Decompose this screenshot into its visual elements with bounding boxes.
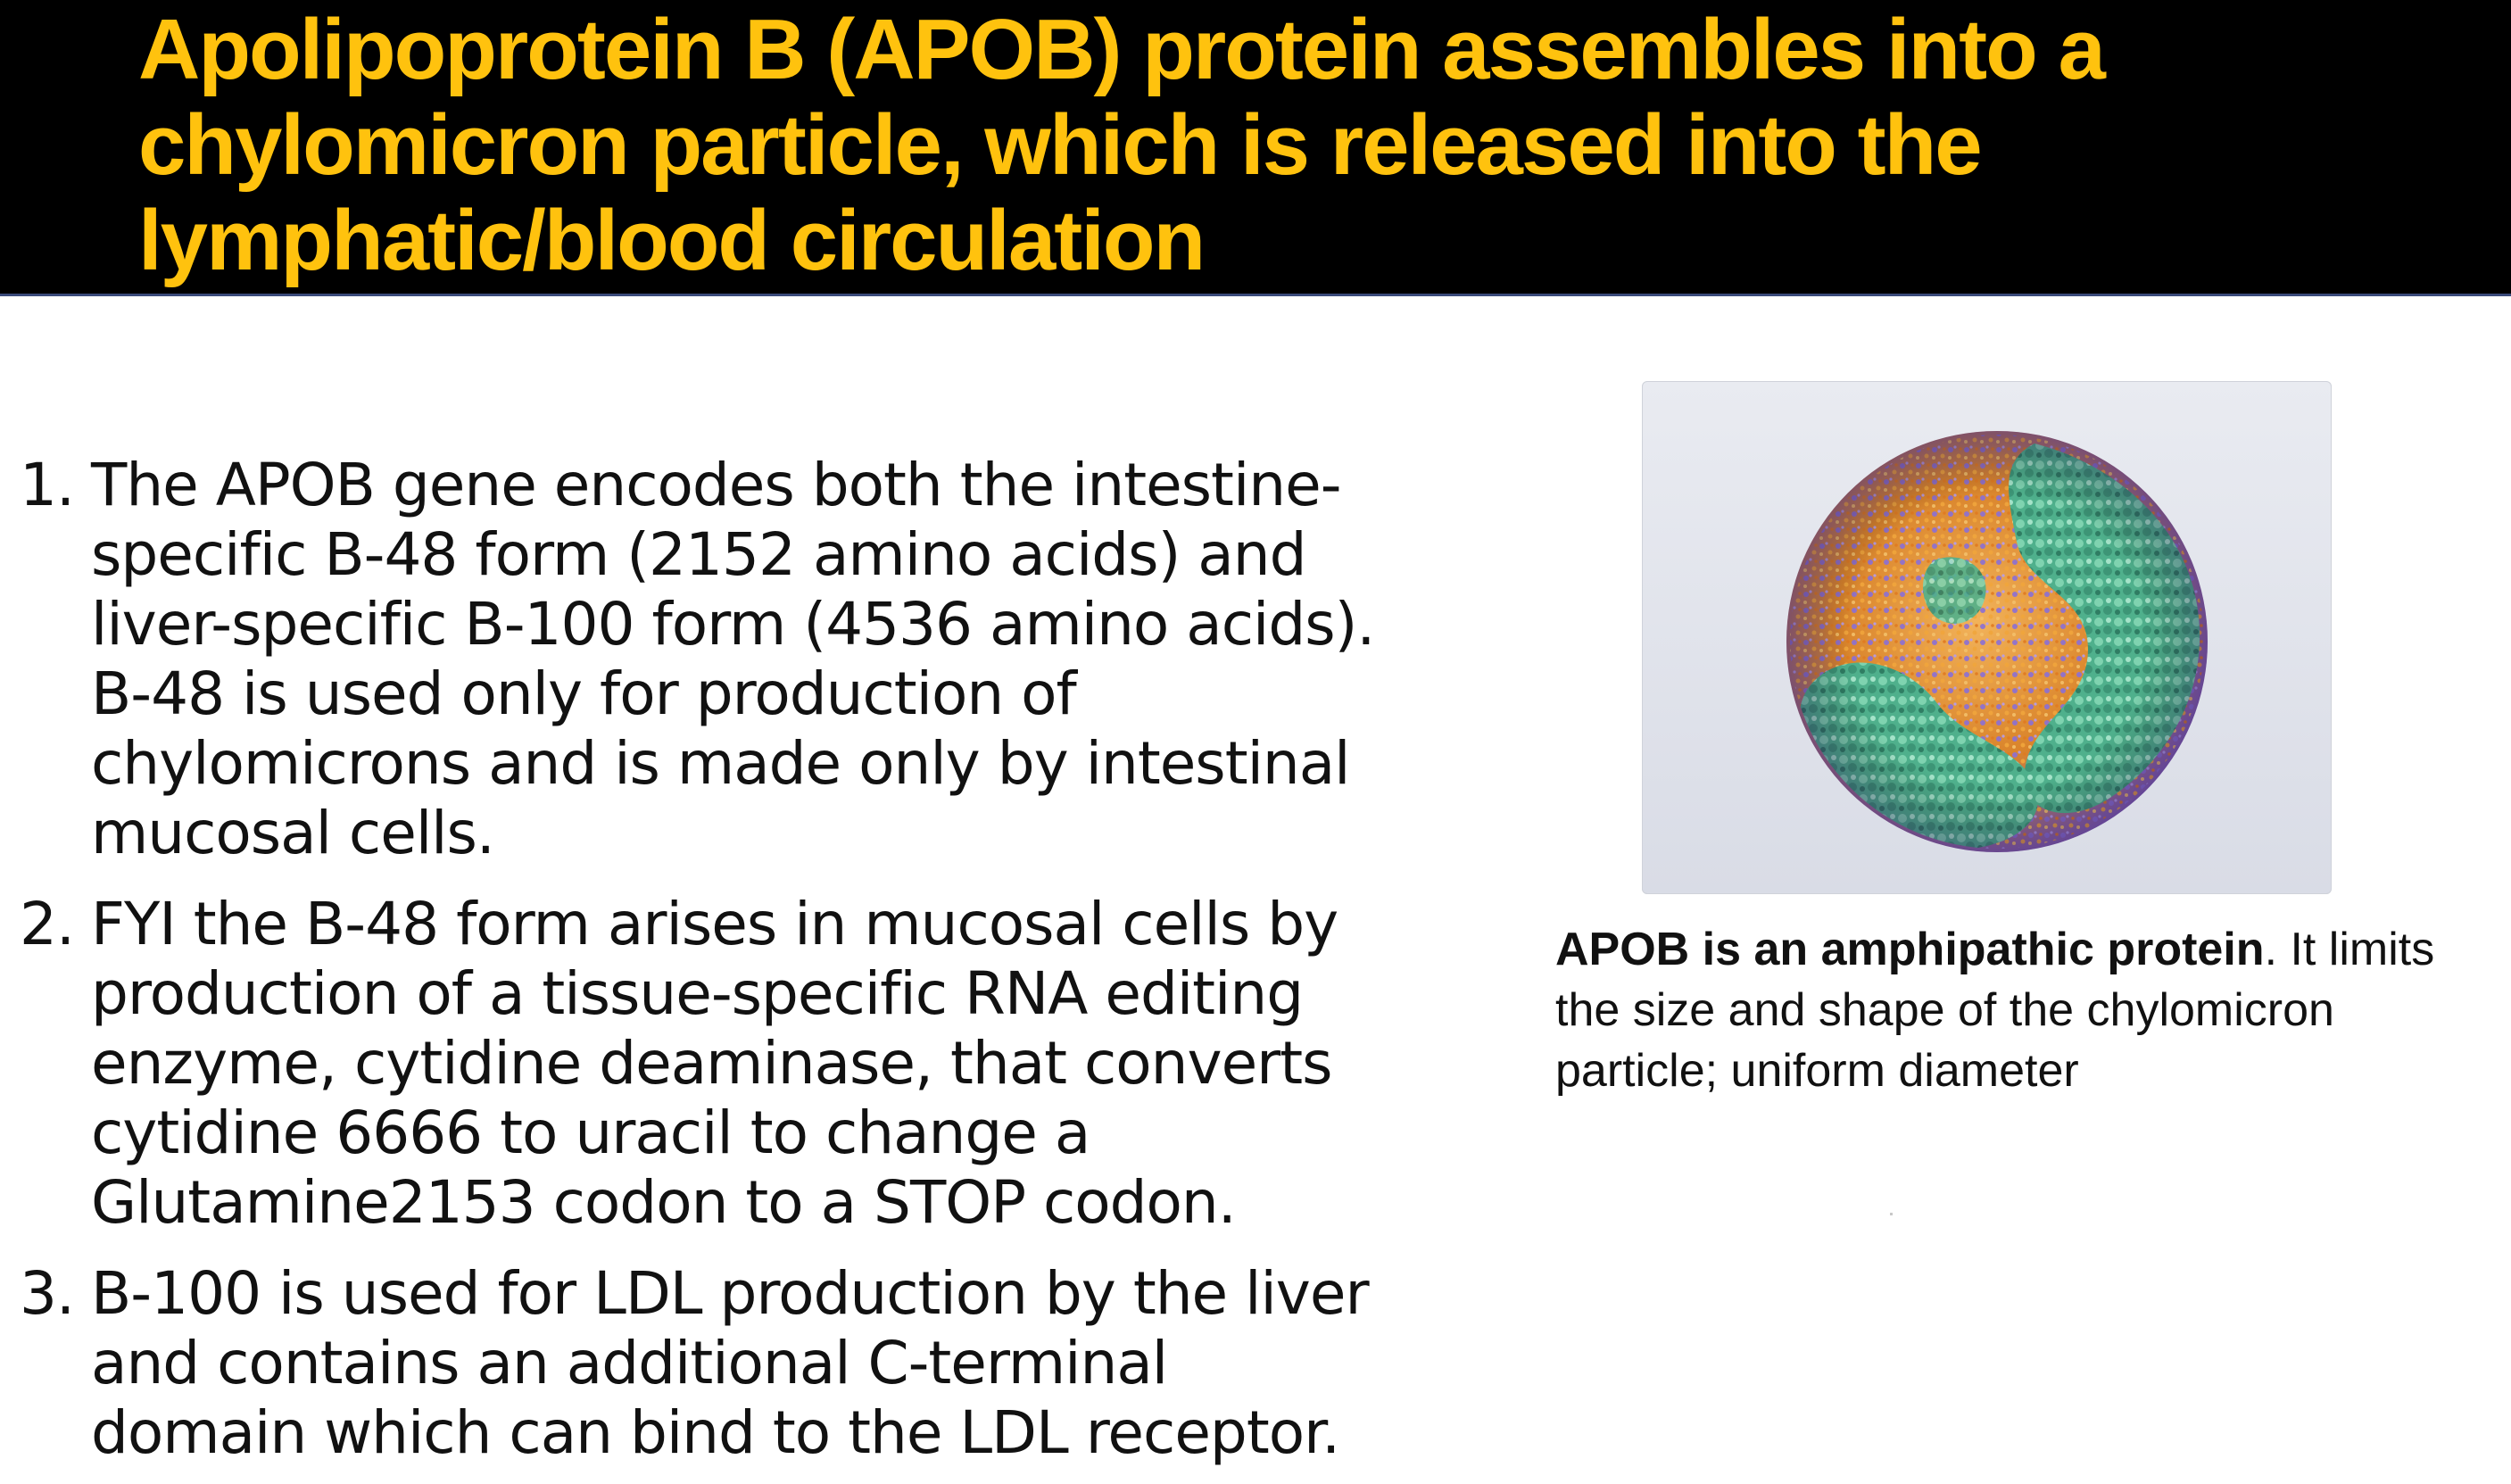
- caption-bold-text: APOB is an amphipathic protein: [1555, 924, 2265, 975]
- stray-speck: [1890, 1213, 1893, 1215]
- list-item-text: The APOB gene encodes both the intestine…: [91, 451, 1375, 867]
- list-item: 1. The APOB gene encodes both the intest…: [20, 451, 1376, 868]
- bullet-list: 1. The APOB gene encodes both the intest…: [20, 451, 1376, 1484]
- list-item-text: FYI the B-48 form arises in mucosal cell…: [91, 890, 1338, 1237]
- chylomicron-particle-icon: [1786, 431, 2208, 852]
- slide-title: Apolipoprotein B (APOB) protein assemble…: [138, 2, 2106, 288]
- list-item-number: 2.: [20, 890, 75, 958]
- list-item-number: 3.: [20, 1259, 75, 1328]
- list-item-number: 1.: [20, 451, 75, 519]
- figure-caption: APOB is an amphipathic protein. It limit…: [1555, 919, 2501, 1101]
- title-bar: Apolipoprotein B (APOB) protein assemble…: [0, 0, 2511, 296]
- caption-text: . It limits the size and shape of the ch…: [1555, 924, 2435, 1097]
- list-item: 2. FYI the B-48 form arises in mucosal c…: [20, 890, 1376, 1238]
- chylomicron-figure: [1642, 381, 2332, 894]
- list-item: 3. B-100 is used for LDL production by t…: [20, 1259, 1376, 1468]
- list-item-text: B-100 is used for LDL production by the …: [91, 1259, 1370, 1467]
